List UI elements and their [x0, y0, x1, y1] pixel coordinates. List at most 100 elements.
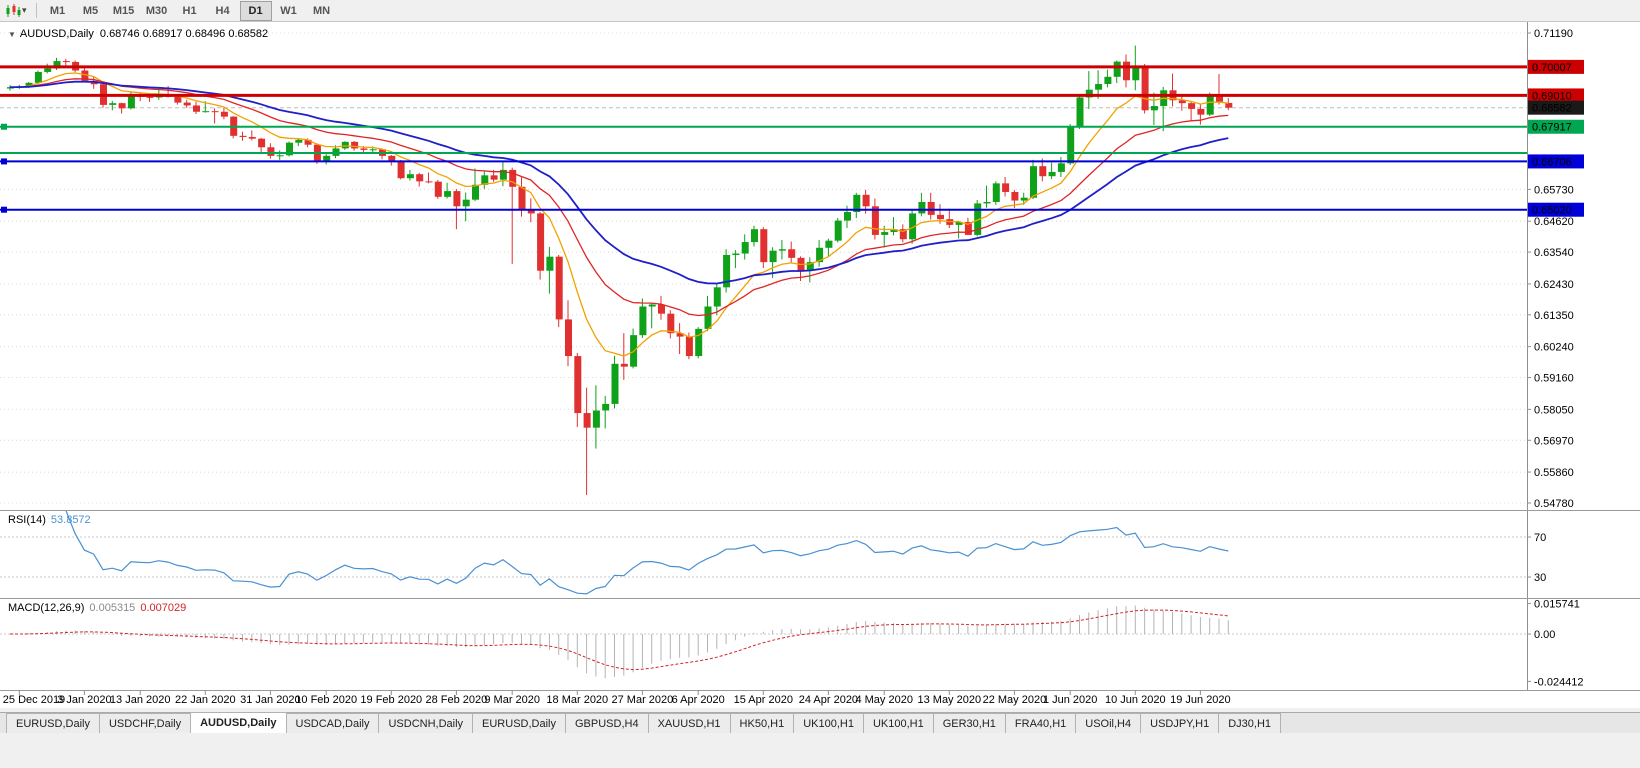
- date-axis-label: 28 Feb 2020: [426, 694, 488, 706]
- timeframe-button-h1[interactable]: H1: [182, 4, 197, 17]
- macd-main-value: 0.005315: [89, 602, 136, 614]
- rsi-axis-label: 70: [1534, 532, 1546, 544]
- chart-tab-12-fra40-h1[interactable]: FRA40,H1: [1004, 713, 1077, 733]
- ma-fast-line: [9, 72, 1229, 357]
- svg-text:0.70007: 0.70007: [1532, 62, 1572, 74]
- rsi-name: RSI(14): [8, 514, 46, 526]
- rsi-value: 53.8572: [50, 514, 91, 526]
- svg-text:0.68582: 0.68582: [1532, 103, 1572, 115]
- timeframe-button-d1[interactable]: D1: [239, 0, 272, 21]
- price-axis-label: 0.65730: [1534, 184, 1574, 196]
- line-handle[interactable]: [1, 158, 7, 165]
- chart-tab-2-audusd-daily[interactable]: AUDUSD,Daily: [190, 712, 287, 733]
- price-axis-label: 0.54780: [1534, 498, 1574, 510]
- chart-canvas[interactable]: 0.71190 0.65730 0.64620 0.63540 0.62430 0.613…: [0, 22, 1640, 708]
- chart-tab-13-usoil-h4[interactable]: USOil,H4: [1075, 713, 1142, 733]
- price-scale[interactable]: 0.71190 0.65730 0.64620 0.63540 0.62430 0.613…: [1527, 22, 1584, 690]
- chart-title: ▼ AUDUSD,Daily 0.68746 0.68917 0.68496 0.6…: [8, 28, 268, 40]
- chart-area: 0.71190 0.65730 0.64620 0.63540 0.62430 0.613…: [0, 22, 1640, 708]
- chart-tab-7-xauusd-h1[interactable]: XAUUSD,H1: [647, 713, 731, 733]
- chart-symbol-label: AUDUSD,Daily: [19, 28, 94, 40]
- date-axis-label: 13 May 2020: [917, 694, 981, 706]
- date-axis-label: 10 Jun 2020: [1105, 694, 1166, 706]
- rsi-axis-label: 30: [1534, 572, 1546, 584]
- macd-name: MACD(12,26,9): [8, 602, 85, 614]
- svg-text:0.67917: 0.67917: [1532, 122, 1572, 134]
- date-axis-label: 22 Jan 2020: [175, 694, 236, 706]
- date-axis-label: 25 Dec 2019: [3, 694, 65, 706]
- rsi-panel: 70 30: [0, 511, 1546, 595]
- main-grid: [0, 32, 1527, 504]
- chart-ohlc-values: 0.68746 0.68917 0.68496 0.68582: [99, 28, 269, 40]
- chart-tab-15-dj30-h1[interactable]: DJ30,H1: [1218, 713, 1282, 733]
- date-axis-label: 19 Jun 2020: [1170, 694, 1231, 706]
- chart-tab-3-usdcad-daily[interactable]: USDCAD,Daily: [285, 713, 380, 733]
- macd-axis-label: 0.00: [1534, 629, 1555, 641]
- macd-histogram: [18, 605, 1229, 679]
- date-axis-label: 24 Apr 2020: [799, 694, 858, 706]
- rsi-line: [65, 511, 1229, 595]
- rsi-indicator-label: RSI(14) 53.8572: [8, 514, 91, 526]
- chart-tab-4-usdcnh-daily[interactable]: USDCNH,Daily: [378, 713, 474, 733]
- price-axis-label: 0.60240: [1534, 342, 1574, 354]
- price-tag: 0.66706: [1528, 154, 1584, 169]
- chart-tabs-bar: EURUSD,Daily USDCHF,Daily AUDUSD,Daily USDC…: [0, 712, 1640, 733]
- price-tag: 0.68582: [1528, 100, 1584, 115]
- price-axis-label: 0.58050: [1534, 404, 1574, 416]
- price-axis-label: 0.71190: [1534, 28, 1573, 40]
- date-axis-label: 6 Apr 2020: [672, 694, 725, 706]
- timeframe-button-w1[interactable]: W1: [280, 4, 297, 17]
- candles-layer: [7, 45, 1233, 495]
- macd-panel: 0.015741 0.00 -0.024412: [0, 598, 1584, 688]
- chart-tab-0-eurusd-daily[interactable]: EURUSD,Daily: [6, 713, 100, 733]
- chart-tab-1-usdchf-daily[interactable]: USDCHF,Daily: [98, 713, 192, 733]
- timeframe-button-m1[interactable]: M1: [49, 4, 66, 17]
- price-tag: 0.70007: [1528, 59, 1584, 74]
- date-axis-label: 27 Mar 2020: [612, 694, 674, 706]
- chart-tab-11-ger30-h1[interactable]: GER30,H1: [932, 713, 1006, 733]
- price-axis-label: 0.55860: [1534, 467, 1574, 479]
- horizontal-lines-layer[interactable]: [0, 65, 1527, 213]
- moving-averages-layer: [9, 72, 1229, 357]
- tabbar-gap: [0, 708, 1640, 712]
- chart-type-icon-glyph: [6, 3, 21, 17]
- timeframe-button-m5[interactable]: M5: [82, 4, 99, 17]
- timeframe-button-m15[interactable]: M15: [112, 4, 135, 17]
- svg-text:0.65020: 0.65020: [1532, 205, 1572, 217]
- price-axis-label: 0.62430: [1534, 279, 1574, 291]
- price-axis-label: 0.61350: [1534, 310, 1574, 322]
- date-axis-label: 15 Apr 2020: [734, 694, 793, 706]
- timeframe-toolbar: ▾ M1 M5 M15 M30 H1 H4 D1 W1 MN: [0, 0, 1640, 22]
- macd-signal-line: [10, 609, 1229, 671]
- chart-tab-14-usdjpy-h1[interactable]: USDJPY,H1: [1140, 713, 1220, 733]
- price-tag: 0.69010: [1528, 88, 1584, 103]
- date-axis-label: 13 Jan 2020: [110, 694, 171, 706]
- line-handle[interactable]: [1, 123, 7, 130]
- ma-slow-line: [10, 80, 1229, 285]
- window-bottom-strip: [0, 733, 1640, 768]
- macd-axis-label: -0.024412: [1534, 676, 1584, 688]
- date-axis-label: 19 Feb 2020: [360, 694, 422, 706]
- price-tag: 0.67917: [1528, 119, 1584, 134]
- price-axis-label: 0.63540: [1534, 247, 1574, 259]
- timeframe-button-h4[interactable]: H4: [215, 4, 230, 17]
- svg-text:0.66706: 0.66706: [1532, 156, 1572, 168]
- collapse-arrow-icon[interactable]: ▼: [8, 30, 16, 39]
- chevron-down-icon[interactable]: ▾: [22, 5, 27, 15]
- macd-indicator-label: MACD(12,26,9) 0.005315 0.007029: [8, 602, 186, 614]
- chart-tab-10-uk100-h1[interactable]: UK100,H1: [862, 713, 934, 733]
- chart-tab-8-hk50-h1[interactable]: HK50,H1: [729, 713, 795, 733]
- date-axis-label: 1 Jun 2020: [1043, 694, 1097, 706]
- line-handle[interactable]: [1, 206, 7, 213]
- chart-tab-9-uk100-h1[interactable]: UK100,H1: [793, 713, 864, 733]
- chart-type-icon[interactable]: [4, 3, 22, 19]
- timeframe-button-m30[interactable]: M30: [145, 4, 168, 17]
- chart-tab-5-eurusd-daily[interactable]: EURUSD,Daily: [472, 713, 566, 733]
- ma-mid-line: [9, 78, 1229, 317]
- date-axis-label: 9 Mar 2020: [484, 694, 540, 706]
- timeframe-button-mn[interactable]: MN: [312, 4, 331, 17]
- chart-tab-6-gbpusd-h4[interactable]: GBPUSD,H4: [565, 713, 649, 733]
- timeframe-buttons: M1 M5 M15 M30 H1 H4 D1 W1 MN: [42, 0, 338, 21]
